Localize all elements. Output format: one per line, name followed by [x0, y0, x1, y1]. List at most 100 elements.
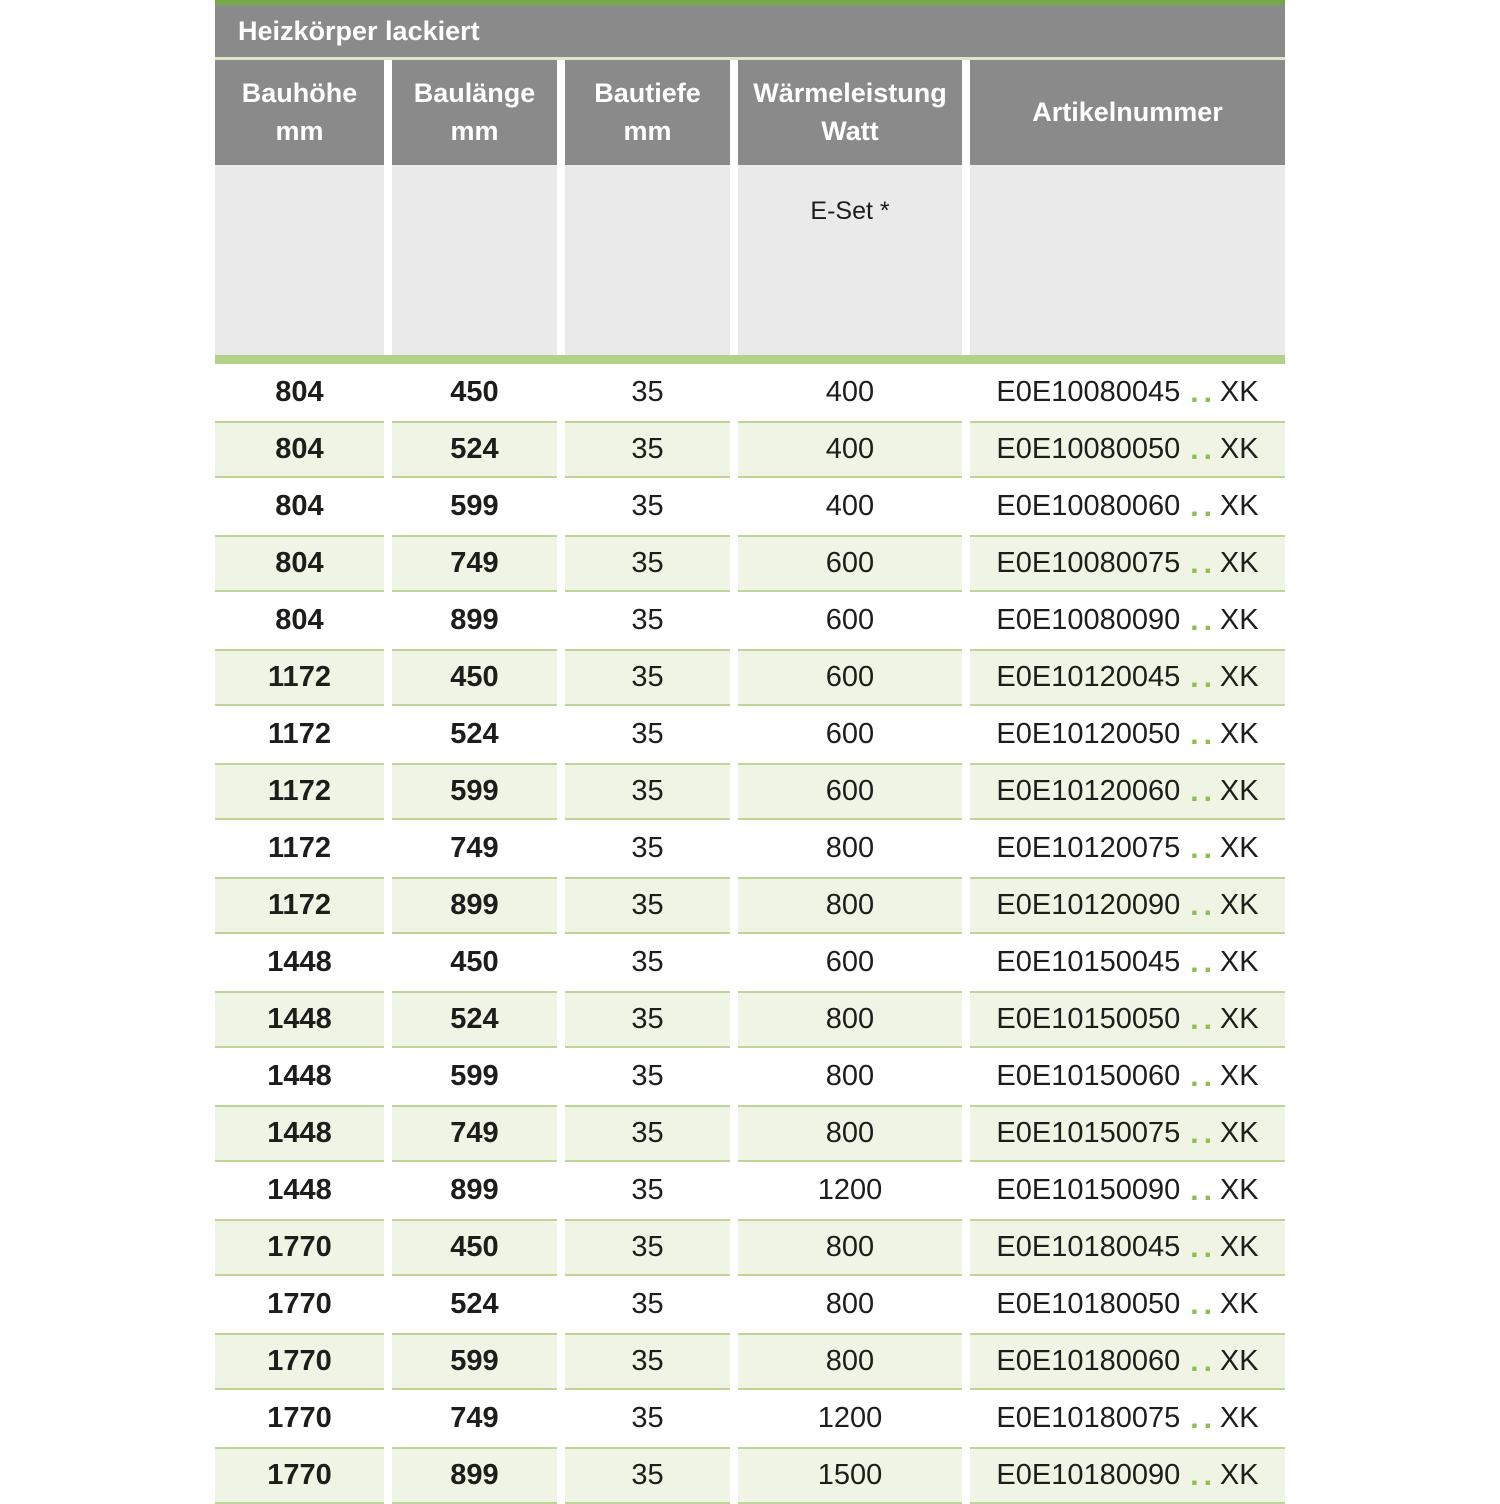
cell-artikelnummer: E0E10080060 .. XK — [970, 478, 1285, 535]
table-row: 1172 749 35 800 E0E10120075 .. XK — [215, 820, 1285, 877]
artikel-suffix: XK — [1219, 1003, 1259, 1035]
table-title-bar: Heizkörper lackiert — [215, 5, 1285, 57]
column-header-row: Bauhöhe mm Baulänge mm Bautiefe mm Wärme… — [215, 60, 1285, 165]
table-row: 1770 599 35 800 E0E10180060 .. XK — [215, 1333, 1285, 1390]
cell-artikelnummer: E0E10150075 .. XK — [970, 1105, 1285, 1162]
cell-waermeleistung: 800 — [738, 1333, 962, 1390]
table-row: 804 599 35 400 E0E10080060 .. XK — [215, 478, 1285, 535]
artikel-suffix: XK — [1219, 889, 1259, 921]
column-header-artikelnummer: Artikelnummer — [970, 60, 1285, 165]
artikel-color-dots: .. — [1190, 1458, 1217, 1492]
subheader-cell-bautiefe — [565, 165, 730, 355]
cell-waermeleistung: 800 — [738, 1219, 962, 1276]
table-row: 804 524 35 400 E0E10080050 .. XK — [215, 421, 1285, 478]
table-row: 1448 450 35 600 E0E10150045 .. XK — [215, 934, 1285, 991]
artikel-code: E0E10120075 — [996, 832, 1181, 864]
cell-bauhoehe: 1172 — [215, 877, 384, 934]
cell-artikelnummer: E0E10080050 .. XK — [970, 421, 1285, 478]
artikel-code: E0E10150045 — [996, 946, 1181, 978]
cell-bautiefe: 35 — [565, 649, 730, 706]
artikel-color-dots: .. — [1190, 1002, 1217, 1036]
artikel-code: E0E10120060 — [996, 775, 1181, 807]
cell-waermeleistung: 600 — [738, 763, 962, 820]
cell-bautiefe: 35 — [631, 490, 664, 522]
subheader-cell-baulaenge — [392, 165, 557, 355]
cell-baulaenge: 599 — [392, 763, 557, 820]
column-label: Baulänge — [413, 77, 536, 108]
table-row: 1448 899 35 1200 E0E10150090 .. XK — [215, 1162, 1285, 1219]
artikel-code: E0E10120045 — [996, 661, 1181, 693]
artikel-suffix: XK — [1219, 1345, 1259, 1377]
artikel-color-dots: .. — [1190, 888, 1217, 922]
eset-label: E-Set * — [810, 197, 890, 225]
cell-waermeleistung: 600 — [825, 604, 875, 636]
cell-baulaenge: 899 — [450, 1174, 499, 1206]
cell-bauhoehe: 1770 — [215, 1447, 384, 1504]
cell-bautiefe: 35 — [565, 877, 730, 934]
cell-waermeleistung: 800 — [825, 1060, 875, 1092]
artikel-code: E0E10150090 — [996, 1174, 1181, 1206]
cell-bauhoehe: 1448 — [215, 991, 384, 1048]
artikel-code: E0E10180060 — [996, 1345, 1181, 1377]
artikel-code: E0E10150050 — [996, 1003, 1181, 1035]
cell-bauhoehe: 1770 — [267, 1402, 332, 1434]
cell-bautiefe: 35 — [631, 832, 664, 864]
cell-artikelnummer: E0E10180060 .. XK — [970, 1333, 1285, 1390]
cell-bautiefe: 35 — [631, 604, 664, 636]
cell-bautiefe: 35 — [631, 1288, 664, 1320]
column-label: Artikelnummer — [1032, 96, 1223, 127]
cell-baulaenge: 899 — [450, 604, 499, 636]
spec-table: Heizkörper lackiert Bauhöhe mm Baulänge … — [215, 0, 1285, 1504]
table-row: 1172 899 35 800 E0E10120090 .. XK — [215, 877, 1285, 934]
table-row: 1448 599 35 800 E0E10150060 .. XK — [215, 1048, 1285, 1105]
artikel-color-dots: .. — [1190, 717, 1217, 751]
cell-waermeleistung: 800 — [738, 877, 962, 934]
column-header-baulaenge: Baulänge mm — [392, 60, 557, 165]
cell-bautiefe: 35 — [565, 763, 730, 820]
cell-artikelnummer: E0E10150060 .. XK — [970, 1048, 1285, 1105]
cell-bauhoehe: 804 — [275, 604, 324, 636]
cell-baulaenge: 524 — [392, 421, 557, 478]
artikel-suffix: XK — [1219, 1459, 1259, 1491]
artikel-code: E0E10180045 — [996, 1231, 1181, 1263]
cell-artikelnummer: E0E10120060 .. XK — [970, 763, 1285, 820]
cell-bautiefe: 35 — [565, 1333, 730, 1390]
artikel-suffix: XK — [1219, 604, 1259, 636]
table-row: 804 899 35 600 E0E10080090 .. XK — [215, 592, 1285, 649]
cell-waermeleistung: 600 — [825, 946, 875, 978]
cell-baulaenge: 599 — [450, 490, 499, 522]
artikel-suffix: XK — [1219, 718, 1259, 750]
table-row: 1172 450 35 600 E0E10120045 .. XK — [215, 649, 1285, 706]
cell-artikelnummer: E0E10080045 .. XK — [970, 364, 1285, 421]
table-row: 1448 749 35 800 E0E10150075 .. XK — [215, 1105, 1285, 1162]
column-label: Bautiefe — [594, 77, 701, 108]
cell-artikelnummer: E0E10150050 .. XK — [970, 991, 1285, 1048]
artikel-code: E0E10150060 — [996, 1060, 1181, 1092]
cell-bautiefe: 35 — [631, 718, 664, 750]
subheader-cell-bauhoehe — [215, 165, 384, 355]
subheader-row: E-Set * — [215, 165, 1285, 355]
cell-waermeleistung: 1500 — [738, 1447, 962, 1504]
column-unit: Watt — [821, 115, 879, 146]
cell-artikelnummer: E0E10180090 .. XK — [970, 1447, 1285, 1504]
table-row: 1770 899 35 1500 E0E10180090 .. XK — [215, 1447, 1285, 1504]
cell-bauhoehe: 804 — [275, 376, 324, 408]
artikel-code: E0E10150075 — [996, 1117, 1181, 1149]
cell-artikelnummer: E0E10080090 .. XK — [970, 592, 1285, 649]
artikel-suffix: XK — [1219, 1174, 1259, 1206]
artikel-color-dots: .. — [1190, 774, 1217, 808]
cell-bautiefe: 35 — [631, 376, 664, 408]
column-header-bautiefe: Bautiefe mm — [565, 60, 730, 165]
artikel-suffix: XK — [1219, 490, 1259, 522]
cell-bautiefe: 35 — [565, 1447, 730, 1504]
cell-waermeleistung: 600 — [825, 718, 875, 750]
cell-baulaenge: 450 — [392, 1219, 557, 1276]
cell-bauhoehe: 1172 — [268, 832, 331, 864]
cell-waermeleistung: 600 — [738, 649, 962, 706]
subheader-cell-eset: E-Set * — [738, 165, 962, 355]
header-divider-bar — [215, 355, 1285, 364]
table-row: 804 450 35 400 E0E10080045 .. XK — [215, 364, 1285, 421]
cell-bauhoehe: 804 — [275, 490, 324, 522]
artikel-color-dots: .. — [1190, 432, 1217, 466]
cell-bauhoehe: 1448 — [215, 1105, 384, 1162]
